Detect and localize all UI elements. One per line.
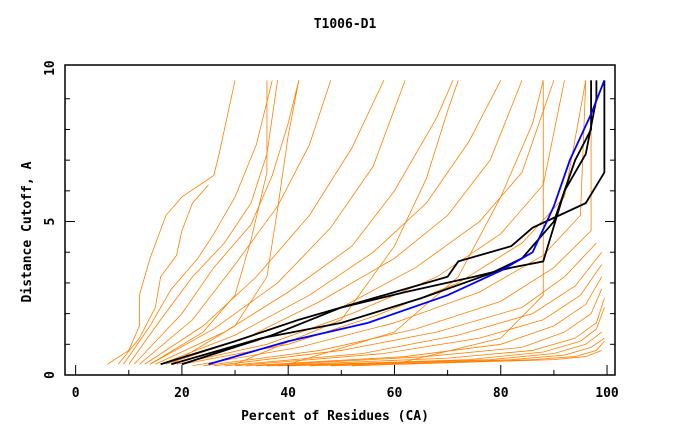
orange-series-21 (266, 298, 605, 367)
orange-series-18 (235, 264, 603, 367)
y-tick-label: 10 (43, 60, 58, 76)
y-tick-label: 0 (43, 371, 58, 379)
orange-series-1 (117, 184, 209, 365)
x-tick-label: 0 (72, 386, 80, 401)
blue-series-0 (208, 80, 606, 366)
orange-series-17 (224, 251, 603, 367)
orange-series-16 (213, 242, 597, 367)
x-tick-label: 40 (280, 386, 296, 401)
tick-group: 0 20 40 60 80 100 0 5 10 (43, 60, 619, 401)
orange-series-9 (160, 80, 502, 365)
orange-series-23 (288, 331, 602, 367)
orange-series-5 (139, 80, 332, 365)
orange-series-28 (149, 80, 268, 365)
orange-series-26 (351, 350, 602, 367)
orange-series-4 (133, 80, 300, 365)
orange-series-30 (288, 80, 544, 365)
black-series-0 (160, 80, 606, 366)
x-tick-label: 60 (387, 386, 403, 401)
orange-series-24 (309, 337, 605, 367)
x-tick-label: 80 (493, 386, 509, 401)
orange-series-13 (181, 80, 587, 365)
orange-series-29 (234, 80, 459, 365)
orange-series-6 (144, 80, 385, 365)
orange-series-27 (171, 80, 300, 365)
orange-series-15 (203, 80, 592, 367)
orange-series-31 (394, 80, 544, 365)
y-axis-label: Distance Cutoff, A (20, 161, 35, 302)
orange-series-22 (277, 307, 605, 367)
orange-series-11 (171, 80, 555, 365)
orange-series-20 (256, 288, 603, 367)
plot-frame (64, 64, 616, 376)
orange-series-14 (192, 80, 587, 367)
orange-series-25 (330, 340, 605, 367)
x-tick-label: 100 (595, 386, 619, 401)
black-series-2 (171, 80, 592, 366)
black-series-1 (181, 80, 598, 366)
y-tick-label: 5 (43, 218, 58, 226)
series-group (107, 80, 606, 367)
x-tick-label: 20 (174, 386, 190, 401)
orange-series-7 (149, 80, 406, 365)
orange-series-0 (107, 80, 236, 365)
orange-series-2 (123, 80, 273, 365)
orange-series-19 (245, 276, 603, 367)
chart-title: T1006-D1 (314, 17, 377, 32)
x-axis-label: Percent of Residues (CA) (241, 409, 429, 424)
